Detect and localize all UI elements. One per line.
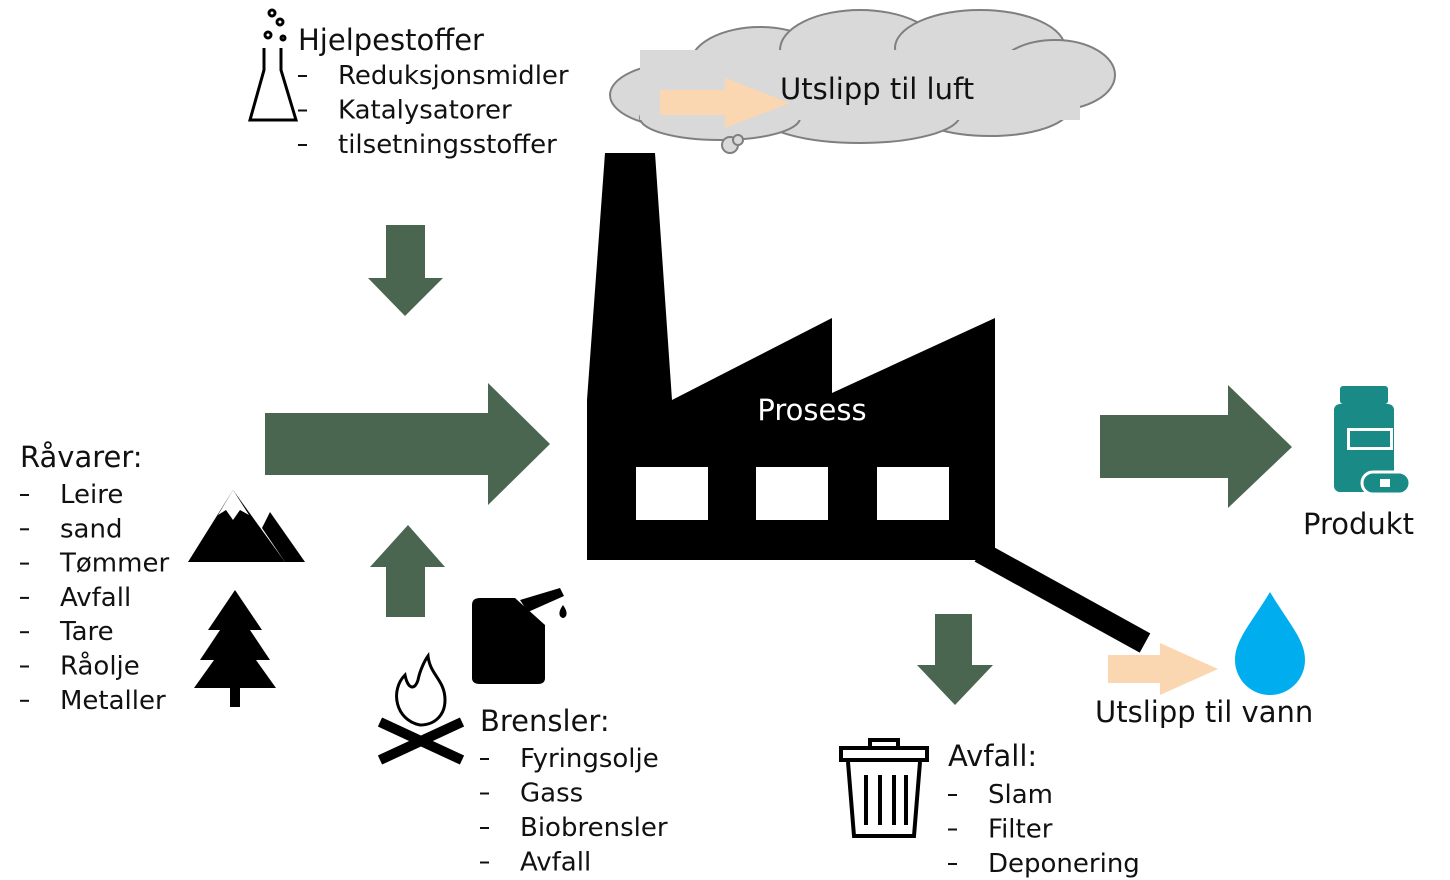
pipe [980, 552, 1145, 643]
list-item: Avfall [520, 848, 591, 878]
list-item: Filter [988, 815, 1053, 845]
jerrycan-icon [472, 588, 567, 684]
list-item: Leire [60, 480, 123, 510]
list-item: Deponering [988, 849, 1140, 879]
tree-icon [194, 590, 276, 707]
list-item: Katalysatorer [338, 96, 512, 126]
list-item: Reduksjonsmidler [338, 61, 569, 91]
list-item: Gass [520, 779, 583, 809]
list-item: sand [60, 514, 122, 544]
list-item: Avfall [60, 583, 131, 613]
group-title: Brensler: [480, 704, 610, 738]
diagram: Hjelpestoffer Utslipp til luft Prosess R… [0, 0, 1450, 880]
label: Prosess [757, 393, 866, 427]
fire-icon [380, 656, 462, 760]
list-item: Tømmer [59, 549, 169, 579]
list-item: Metaller [60, 686, 166, 716]
label: Utslipp til luft [780, 72, 974, 106]
arrow-water [1108, 643, 1218, 695]
list-item: Fyringsolje [520, 744, 659, 774]
mountain-icon [188, 490, 305, 562]
label: Produkt [1303, 507, 1414, 541]
trash-icon [841, 740, 927, 836]
list-item: tilsetningsstoffer [338, 130, 557, 160]
list-item: Råolje [60, 651, 140, 682]
group-title: Avfall: [948, 739, 1037, 773]
windows [636, 467, 949, 520]
group-title: Råvarer: [20, 440, 143, 474]
list-item: Biobrensler [520, 813, 668, 843]
drop-icon [1235, 592, 1305, 695]
label: Utslipp til vann [1095, 695, 1313, 729]
bottle-icon [1334, 386, 1410, 494]
group-title: Hjelpestoffer [298, 23, 484, 57]
list-item: Slam [988, 780, 1053, 810]
flask-icon [250, 10, 296, 120]
list-item: Tare [59, 617, 114, 647]
